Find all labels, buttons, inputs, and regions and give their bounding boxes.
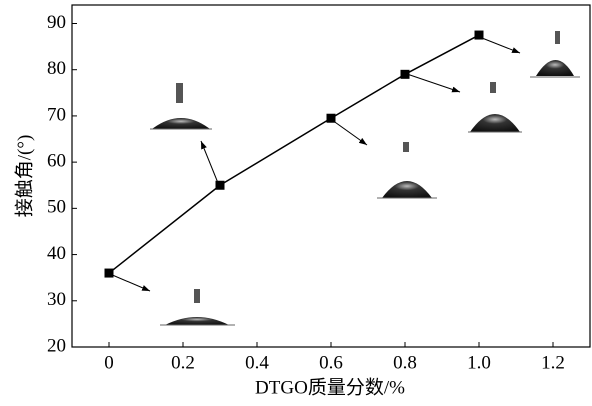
y-tick-label: 70 bbox=[47, 104, 66, 125]
y-axis-label: 接触角/(°) bbox=[13, 135, 35, 218]
x-tick-label: 1.0 bbox=[467, 352, 491, 373]
data-point bbox=[215, 180, 225, 190]
x-tick-label: 0.4 bbox=[245, 352, 269, 373]
droplet-images bbox=[150, 31, 580, 326]
y-tick-label: 20 bbox=[47, 335, 66, 356]
y-tick-label: 60 bbox=[47, 150, 66, 171]
x-tick-label: 0 bbox=[104, 352, 114, 373]
plot-frame bbox=[71, 4, 591, 348]
x-tick-label: 0.6 bbox=[319, 352, 343, 373]
y-tick-label: 30 bbox=[47, 289, 66, 310]
data-point bbox=[104, 268, 114, 278]
y-tick-label: 80 bbox=[47, 58, 66, 79]
data-point bbox=[326, 113, 336, 123]
y-tick-label: 90 bbox=[47, 12, 66, 33]
data-point bbox=[474, 30, 484, 40]
y-tick-label: 40 bbox=[47, 243, 66, 264]
x-tick-label: 0.2 bbox=[171, 352, 195, 373]
x-axis-label: DTGO质量分数/% bbox=[255, 376, 405, 398]
y-tick-label: 50 bbox=[47, 197, 66, 218]
x-tick-label: 0.8 bbox=[393, 352, 417, 373]
series-line bbox=[108, 34, 480, 274]
droplets bbox=[109, 37, 521, 292]
x-tick-label: 1.2 bbox=[541, 352, 565, 373]
data-point bbox=[400, 69, 410, 79]
